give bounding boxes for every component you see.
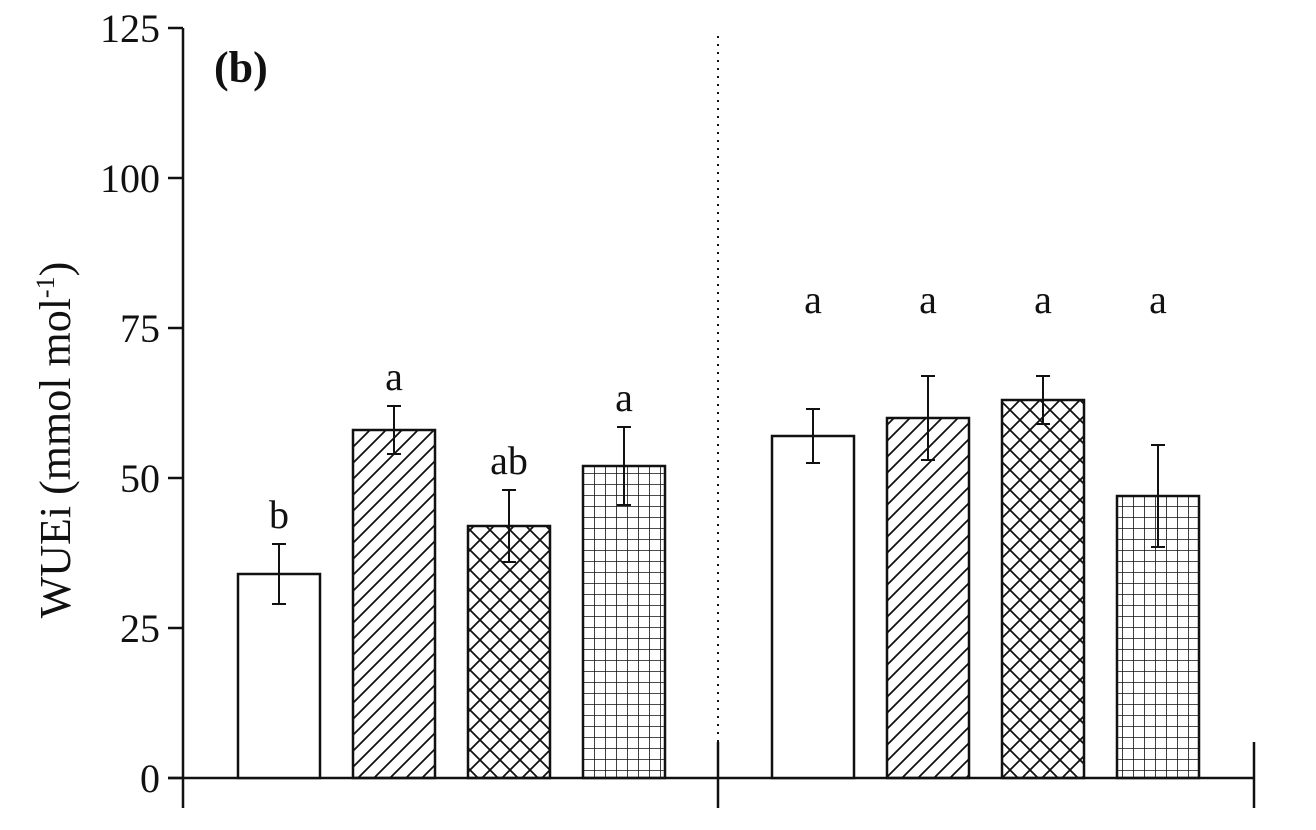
bar-open xyxy=(770,434,856,780)
significance-label: a xyxy=(385,354,403,399)
y-tick-label: 100 xyxy=(100,156,160,201)
bar-crosshatch xyxy=(1000,398,1086,780)
y-axis-label: WUEi (mmol mol-1) xyxy=(31,262,80,619)
y-axis-label-superscript: -1 xyxy=(31,276,60,298)
y-axis-label-close: ) xyxy=(31,262,80,277)
y-tick-label: 50 xyxy=(120,456,160,501)
bar-grid xyxy=(581,464,667,780)
y-axis-label-main: WUEi (mmol mol xyxy=(31,298,80,618)
significance-label: a xyxy=(615,375,633,420)
significance-label: ab xyxy=(490,438,528,483)
y-tick-label: 75 xyxy=(120,306,160,351)
bar-diagonal xyxy=(351,428,437,780)
axes: 0 25 50 75 100 125 xyxy=(100,6,1256,808)
significance-label: b xyxy=(269,492,289,537)
y-tick-label: 0 xyxy=(140,756,160,801)
significance-label: a xyxy=(804,277,822,322)
y-tick-label: 125 xyxy=(100,6,160,51)
significance-label: a xyxy=(1034,277,1052,322)
panel-label: (b) xyxy=(214,43,268,92)
bar-diagonal xyxy=(885,416,971,780)
bar-crosshatch xyxy=(466,524,552,780)
significance-label: a xyxy=(1149,277,1167,322)
bars-layer: b a ab a a a a a xyxy=(236,277,1201,780)
bar-open xyxy=(236,572,322,780)
y-tick-label: 25 xyxy=(120,606,160,651)
significance-label: a xyxy=(919,277,937,322)
